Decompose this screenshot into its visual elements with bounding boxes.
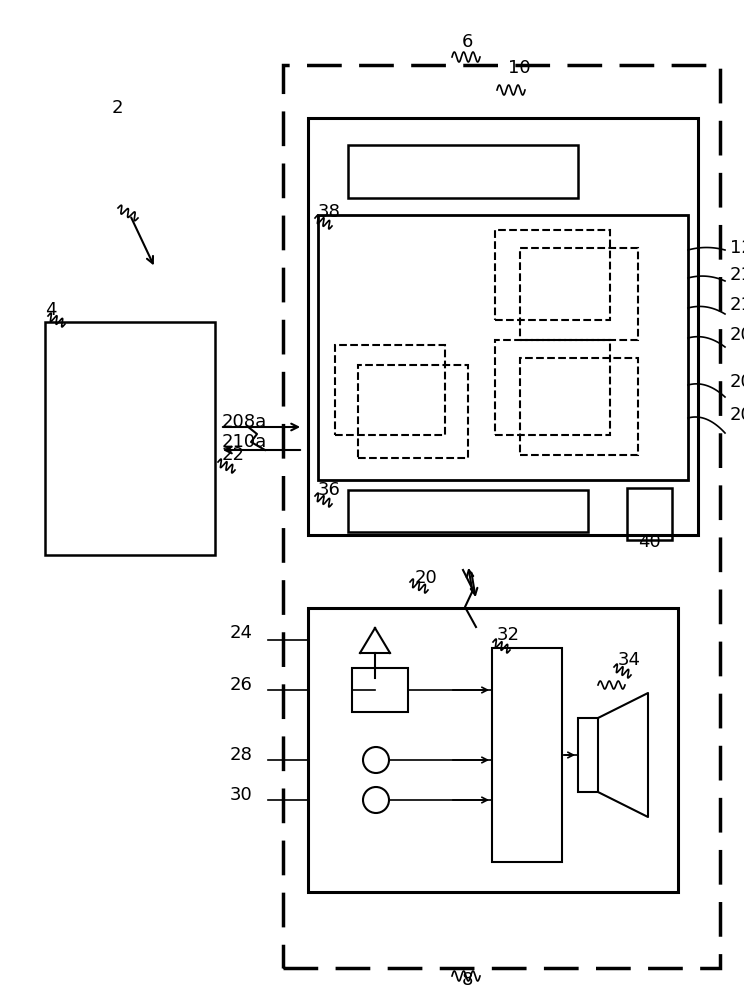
- Text: 34: 34: [618, 651, 641, 669]
- Bar: [348, 145, 578, 198]
- Text: 8: 8: [462, 971, 473, 989]
- Text: 202a: 202a: [730, 326, 744, 344]
- Bar: [45, 322, 215, 555]
- Bar: [352, 668, 408, 712]
- Text: 40: 40: [638, 533, 661, 551]
- Bar: [318, 215, 688, 480]
- Bar: [308, 118, 698, 535]
- Text: 6: 6: [462, 33, 473, 51]
- Bar: [627, 488, 672, 540]
- Bar: [358, 365, 468, 458]
- Text: 38: 38: [318, 203, 341, 221]
- Bar: [335, 345, 445, 435]
- Bar: [308, 608, 678, 892]
- Bar: [495, 230, 610, 320]
- Text: 24: 24: [230, 624, 253, 642]
- Text: 22: 22: [222, 446, 245, 464]
- Text: 26: 26: [230, 676, 253, 694]
- Text: 4: 4: [45, 301, 57, 319]
- Text: 36: 36: [318, 481, 341, 499]
- Bar: [520, 358, 638, 455]
- Text: 30: 30: [230, 786, 253, 804]
- Text: 216a: 216a: [730, 296, 744, 314]
- Text: 204a: 204a: [730, 373, 744, 391]
- Text: 206a: 206a: [730, 406, 744, 424]
- Bar: [283, 65, 720, 968]
- Text: 12: 12: [730, 239, 744, 257]
- Text: 2: 2: [112, 99, 124, 117]
- Text: 210a: 210a: [222, 433, 267, 451]
- Bar: [492, 648, 562, 862]
- Text: 20: 20: [415, 569, 437, 587]
- Text: 218a: 218a: [730, 266, 744, 284]
- Text: 10: 10: [508, 59, 530, 77]
- Bar: [578, 718, 598, 792]
- Text: 208a: 208a: [222, 413, 267, 431]
- Bar: [348, 490, 588, 532]
- Text: 28: 28: [230, 746, 253, 764]
- Text: 32: 32: [497, 626, 520, 644]
- Bar: [520, 248, 638, 340]
- Bar: [495, 340, 610, 435]
